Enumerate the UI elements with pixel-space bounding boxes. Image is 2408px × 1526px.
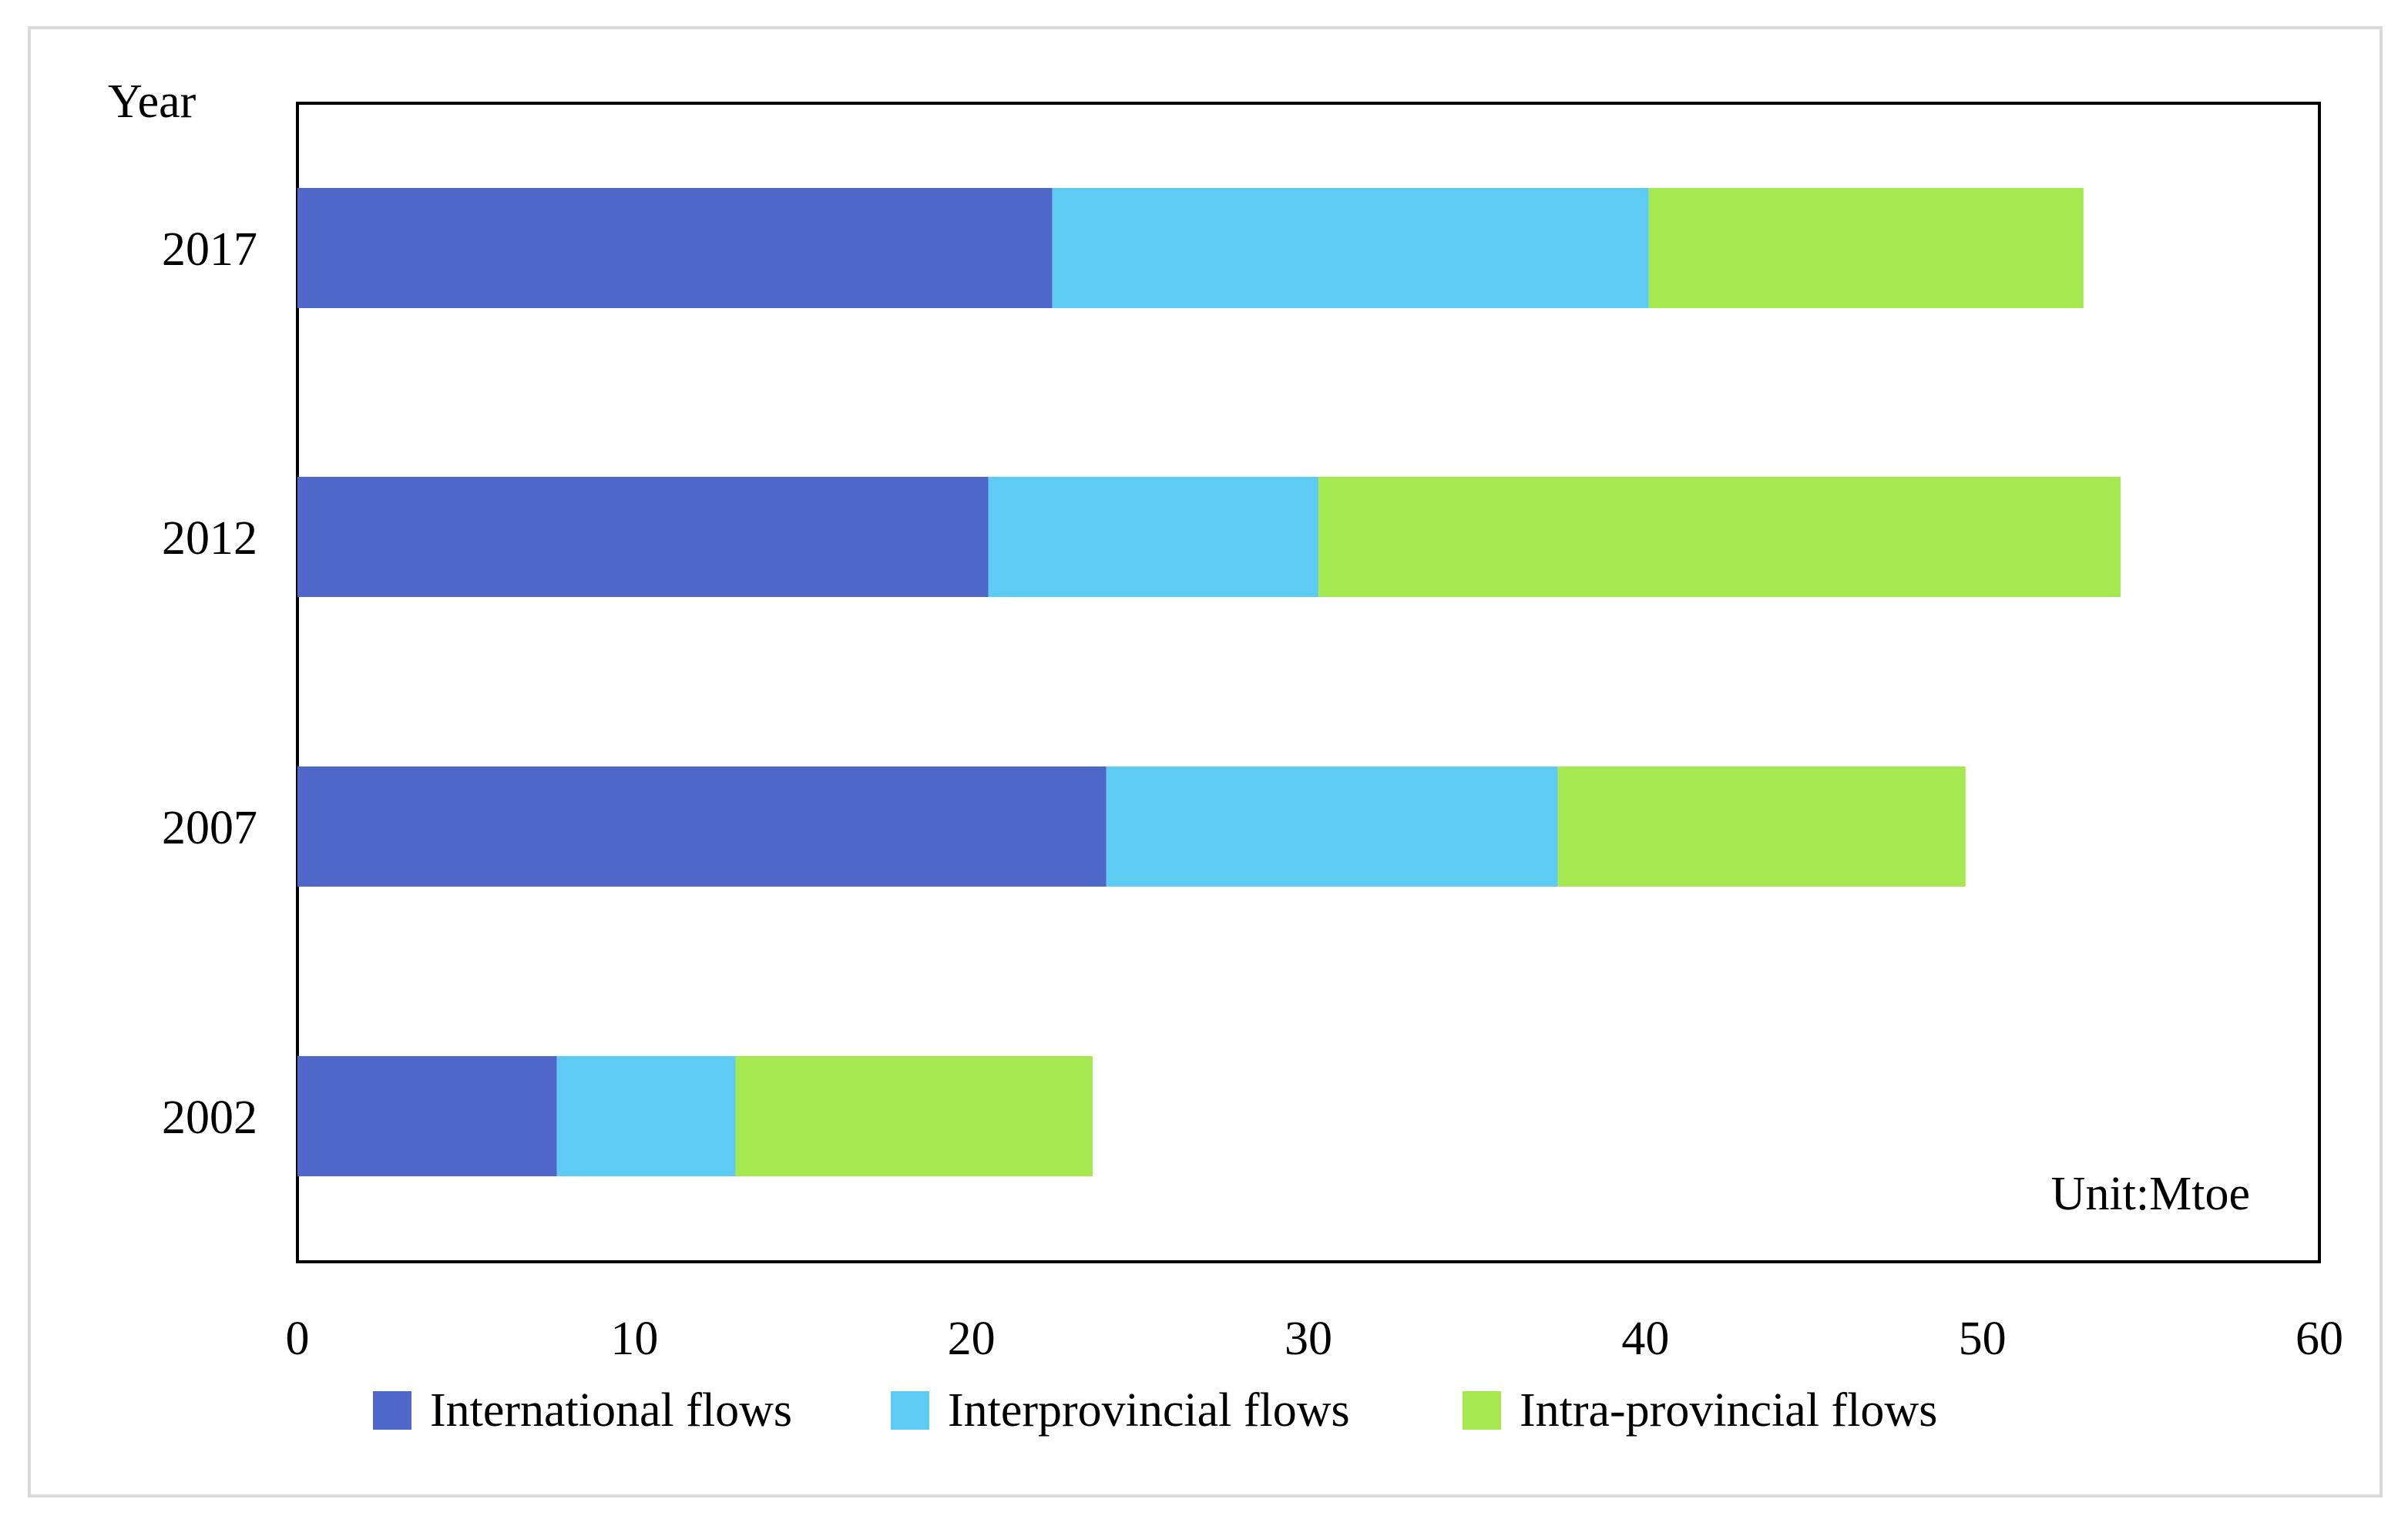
bar-2007-intra-provincial-flows: [1557, 766, 1966, 887]
bar-2002-international-flows: [297, 1056, 557, 1176]
bar-2012-intra-provincial-flows: [1318, 477, 2121, 597]
legend-label-international-flows: International flows: [430, 1384, 792, 1437]
bar-2017-intra-provincial-flows: [1648, 188, 2084, 308]
bar-2007-interprovincial-flows: [1106, 766, 1558, 887]
bar-2002-intra-provincial-flows: [735, 1056, 1093, 1176]
x-tick-label: 10: [610, 1313, 658, 1365]
x-tick-label: 20: [948, 1313, 996, 1365]
bar-2012-interprovincial-flows: [988, 477, 1319, 597]
legend-swatch-interprovincial-flows: [891, 1391, 929, 1430]
bar-2012-international-flows: [297, 477, 989, 597]
y-tick-label: 2002: [162, 1092, 257, 1144]
bar-2007-international-flows: [297, 766, 1107, 887]
y-tick-label: 2007: [162, 802, 257, 854]
y-tick-labels: 2017 2012 2007 2002: [162, 223, 257, 1144]
legend-swatch-intra-provincial-flows: [1463, 1391, 1501, 1430]
legend-label-interprovincial-flows: Interprovincial flows: [948, 1384, 1350, 1437]
unit-label: Unit:Mtoe: [2051, 1168, 2250, 1220]
y-axis-label: Year: [108, 75, 196, 128]
legend-label-intra-provincial-flows: Intra-provincial flows: [1520, 1384, 1937, 1437]
x-tick-label: 50: [1959, 1313, 2007, 1365]
y-tick-label: 2017: [162, 223, 257, 276]
y-tick-label: 2012: [162, 512, 257, 565]
x-tick-label: 60: [2295, 1313, 2343, 1365]
bar-2017-interprovincial-flows: [1052, 188, 1649, 308]
x-tick-label: 30: [1285, 1313, 1332, 1365]
legend-swatch-international-flows: [373, 1391, 411, 1430]
x-tick-label: 40: [1621, 1313, 1669, 1365]
x-tick-labels: 0 10 20 30 40 50 60: [286, 1313, 2344, 1365]
bars-group: [297, 188, 2121, 1176]
bar-2002-interprovincial-flows: [556, 1056, 736, 1176]
bar-2017-international-flows: [297, 188, 1053, 308]
x-tick-label: 0: [286, 1313, 310, 1365]
legend: International flows Interprovincial flows…: [373, 1384, 1937, 1437]
